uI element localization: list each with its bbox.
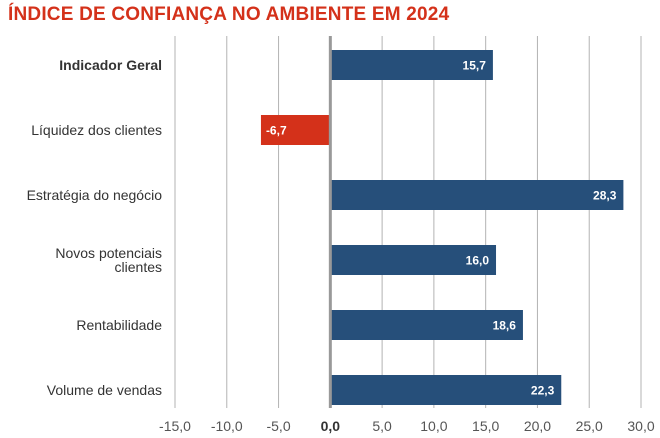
chart-title: ÍNDICE DE CONFIANÇA NO AMBIENTE EM 2024 — [8, 4, 450, 25]
x-tick-label: 5,0 — [372, 418, 392, 434]
data-label: 28,3 — [593, 189, 617, 203]
category-label-line: Indicador Geral — [59, 57, 162, 73]
category-label-line: Rentabilidade — [76, 317, 162, 333]
x-tick-label: 30,0 — [627, 418, 654, 434]
bar — [330, 245, 497, 275]
bar — [330, 180, 624, 210]
x-tick-label: 25,0 — [576, 418, 603, 434]
data-label: -6,7 — [266, 124, 287, 138]
category-label-line: Estratégia do negócio — [27, 187, 163, 203]
data-label: 16,0 — [466, 254, 490, 268]
category-label-line: Volume de vendas — [47, 382, 162, 398]
x-tick-label: 10,0 — [420, 418, 447, 434]
category-label: Estratégia do negócio — [27, 187, 163, 203]
data-label: 18,6 — [493, 319, 517, 333]
x-tick-label: 0,0 — [321, 418, 341, 434]
category-label-line: clientes — [115, 259, 162, 275]
bar — [330, 310, 523, 340]
x-tick-label: -5,0 — [266, 418, 290, 434]
data-label: 22,3 — [531, 384, 555, 398]
x-tick-label: 20,0 — [524, 418, 551, 434]
x-tick-label: -15,0 — [159, 418, 191, 434]
category-label: Volume de vendas — [47, 382, 162, 398]
bar — [330, 50, 493, 80]
grid-lines — [174, 36, 642, 408]
bar — [260, 115, 331, 145]
category-label-line: Novos potenciais — [55, 245, 162, 261]
labels: -15,0 -10,0 -5,0 0,0 5,0 10,0 15,0 20,0 25,0 30,0… — [27, 57, 655, 434]
category-label-line: Líquidez dos clientes — [31, 122, 162, 138]
bar — [330, 375, 562, 405]
category-label: Rentabilidade — [76, 317, 162, 333]
data-label: 15,7 — [463, 59, 487, 73]
category-label: Indicador Geral — [59, 57, 162, 73]
category-label: Líquidez dos clientes — [31, 122, 162, 138]
x-tick-label: -10,0 — [211, 418, 243, 434]
category-label: Novos potenciais clientes — [55, 245, 162, 275]
x-tick-label: 15,0 — [472, 418, 499, 434]
bars — [260, 50, 624, 405]
